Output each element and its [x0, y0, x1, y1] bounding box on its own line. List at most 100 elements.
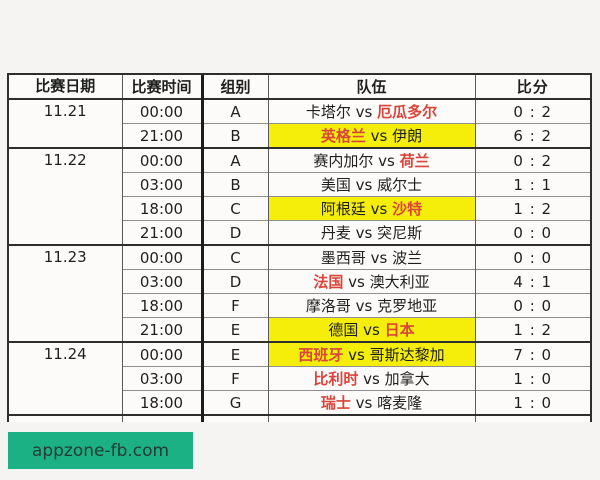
- table-row: 21:00 E 德国 vs 日本 1 : 2: [9, 317, 590, 342]
- table-row: 18:00 F 摩洛哥 vs 克罗地亚 0 : 0: [9, 293, 590, 318]
- vs-label: vs: [365, 200, 393, 218]
- vs-label: vs: [343, 273, 370, 291]
- vs-label: vs: [343, 346, 370, 364]
- home-team: 瑞士: [320, 394, 351, 412]
- home-team: 墨西哥: [320, 249, 366, 267]
- match-date: 11.22: [9, 148, 123, 245]
- match-date: 11.23: [9, 245, 123, 342]
- match-time: 21:00: [121, 123, 202, 148]
- match-group: E: [200, 317, 268, 342]
- away-team: 荷兰: [399, 152, 430, 170]
- match-group: B: [200, 123, 268, 148]
- vs-label: vs: [365, 249, 393, 267]
- home-team: 赛内加尔: [313, 152, 374, 170]
- match-group: C: [200, 196, 268, 221]
- match-time: 18:00: [121, 293, 202, 318]
- watermark-badge: appzone-fb.com: [8, 432, 193, 469]
- vs-label: vs: [350, 224, 378, 242]
- table-row: 03:00 D 法国 vs 澳大利亚 4 : 1: [9, 269, 590, 294]
- match-table: 比赛日期 比赛时间 组别 队伍 比分 11.21 00:00 A 卡塔尔 vs 厄瓜多…: [9, 75, 590, 422]
- away-team: 厄瓜多尔: [377, 103, 438, 121]
- vs-label: vs: [358, 370, 385, 388]
- match-teams: 英格兰 vs 伊朗: [267, 123, 475, 148]
- empty-cell: [200, 415, 268, 422]
- match-group: F: [200, 366, 268, 391]
- match-date: 11.21: [9, 99, 123, 148]
- match-teams: 西班牙 vs 哥斯达黎加: [267, 342, 475, 367]
- match-score: 1 : 0: [474, 390, 590, 415]
- match-score: 0 : 0: [474, 220, 590, 245]
- match-teams: 美国 vs 威尔士: [267, 172, 475, 197]
- table-row: 18:00 G 瑞士 vs 喀麦隆 1 : 0: [9, 390, 590, 415]
- away-team: 威尔士: [377, 176, 423, 194]
- match-group: D: [200, 220, 268, 245]
- match-score: 0 : 0: [474, 293, 590, 318]
- match-table-body: 11.21 00:00 A 卡塔尔 vs 厄瓜多尔 0 : 2 21:00 B 英格兰 vs …: [9, 99, 590, 422]
- match-group: A: [200, 148, 268, 173]
- vs-label: vs: [350, 176, 378, 194]
- away-team: 喀麦隆: [377, 394, 423, 412]
- table-header-row: 比赛日期 比赛时间 组别 队伍 比分: [9, 75, 590, 99]
- match-score: 1 : 2: [474, 196, 590, 221]
- vs-label: vs: [350, 297, 378, 315]
- match-group: E: [200, 342, 268, 367]
- match-time: 00:00: [121, 342, 202, 367]
- match-score: 6 : 2: [474, 123, 590, 148]
- match-time: 21:00: [121, 220, 202, 245]
- home-team: 法国: [313, 273, 344, 291]
- match-date: 11.24: [9, 342, 123, 415]
- away-team: 加拿大: [384, 370, 430, 388]
- table-row: 11.24 00:00 E 西班牙 vs 哥斯达黎加 7 : 0: [9, 342, 590, 415]
- home-team: 比利时: [313, 370, 359, 388]
- column-header-date: 比赛日期: [9, 75, 123, 99]
- home-team: 阿根廷: [320, 200, 366, 218]
- match-teams: 瑞士 vs 喀麦隆: [267, 390, 475, 415]
- match-group: B: [200, 172, 268, 197]
- away-team: 伊朗: [392, 127, 423, 145]
- table-row: 03:00 F 比利时 vs 加拿大 1 : 0: [9, 366, 590, 391]
- match-time: 18:00: [121, 390, 202, 415]
- vs-label: vs: [350, 103, 378, 121]
- match-time: 00:00: [121, 99, 202, 124]
- home-team: 摩洛哥: [305, 297, 351, 315]
- table-row: 21:00 D 丹麦 vs 突尼斯 0 : 0: [9, 220, 590, 245]
- away-team: 克罗地亚: [377, 297, 438, 315]
- match-group: A: [200, 99, 268, 124]
- match-teams: 卡塔尔 vs 厄瓜多尔: [267, 99, 475, 124]
- away-team: 突尼斯: [377, 224, 423, 242]
- table-row: 18:00 C 阿根廷 vs 沙特 1 : 2: [9, 196, 590, 221]
- table-row: 03:00 B 美国 vs 威尔士 1 : 1: [9, 172, 590, 197]
- empty-cell: [267, 415, 475, 422]
- match-time: 21:00: [121, 317, 202, 342]
- empty-cell: [9, 415, 123, 422]
- match-teams: 赛内加尔 vs 荷兰: [267, 148, 475, 173]
- column-header-teams: 队伍: [267, 75, 475, 99]
- match-group: C: [200, 245, 268, 270]
- match-score: 4 : 1: [474, 269, 590, 294]
- away-team: 日本: [384, 321, 415, 339]
- match-time: 00:00: [121, 148, 202, 173]
- table-row-partial: [9, 415, 590, 422]
- table-row: 11.22 00:00 A 赛内加尔 vs 荷兰 0 : 2: [9, 148, 590, 245]
- away-team: 澳大利亚: [369, 273, 430, 291]
- match-group: F: [200, 293, 268, 318]
- away-team: 哥斯达黎加: [369, 346, 445, 364]
- table-row: 11.23 00:00 C 墨西哥 vs 波兰 0 : 0: [9, 245, 590, 342]
- away-team: 波兰: [392, 249, 423, 267]
- match-teams: 墨西哥 vs 波兰: [267, 245, 475, 270]
- match-teams: 摩洛哥 vs 克罗地亚: [267, 293, 475, 318]
- vs-label: vs: [373, 152, 400, 170]
- match-teams: 比利时 vs 加拿大: [267, 366, 475, 391]
- match-time: 03:00: [121, 269, 202, 294]
- vs-label: vs: [350, 394, 378, 412]
- vs-label: vs: [365, 127, 393, 145]
- home-team: 美国: [320, 176, 351, 194]
- match-score: 1 : 1: [474, 172, 590, 197]
- vs-label: vs: [358, 321, 385, 339]
- column-header-group: 组别: [200, 75, 268, 99]
- table-row: 11.21 00:00 A 卡塔尔 vs 厄瓜多尔 0 : 2: [9, 99, 590, 148]
- match-score: 1 : 2: [474, 317, 590, 342]
- match-time: 03:00: [121, 172, 202, 197]
- match-teams: 阿根廷 vs 沙特: [267, 196, 475, 221]
